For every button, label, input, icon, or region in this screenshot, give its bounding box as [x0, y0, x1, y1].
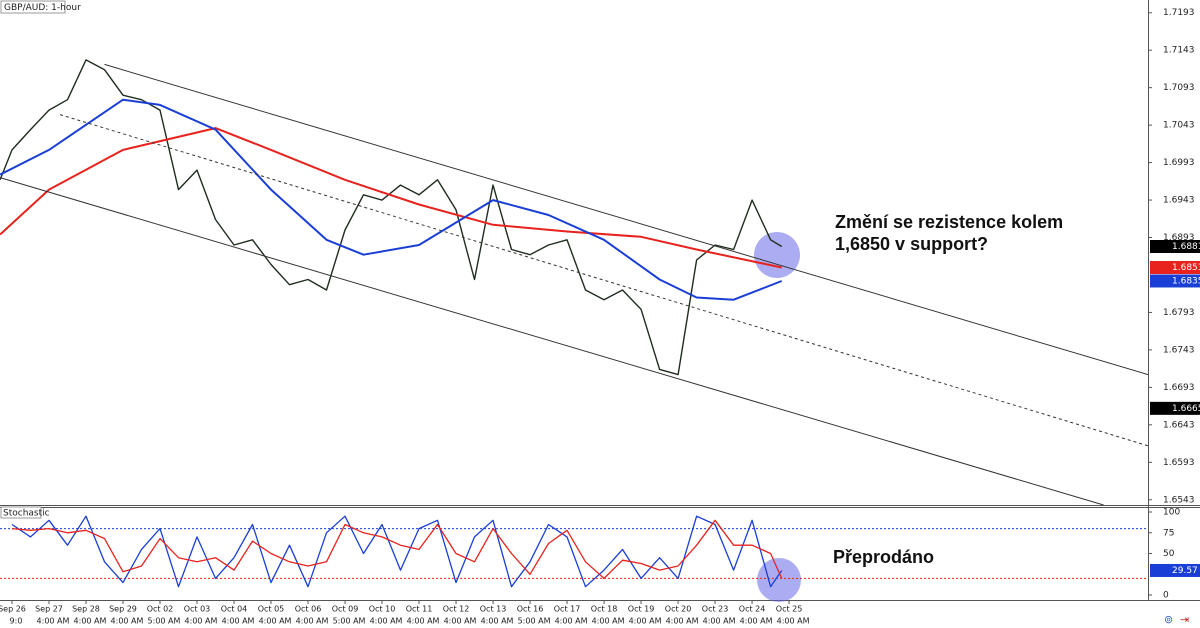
x-tick-time: 5:00 AM [333, 617, 366, 626]
series-line [0, 98, 783, 301]
x-tick-time: 4:00 AM [296, 617, 329, 626]
x-tick-label: Oct 19 [628, 605, 655, 614]
x-tick-time: 4:00 AM [444, 617, 477, 626]
x-tick-time: 4:00 AM [666, 617, 699, 626]
x-tick-label: Oct 10 [369, 605, 396, 614]
x-tick-label: Oct 17 [554, 605, 581, 614]
x-tick-label: Oct 06 [295, 605, 322, 614]
x-tick-label: Oct 02 [147, 605, 174, 614]
y-tick-label: 1.6743 [1163, 345, 1195, 355]
x-tick-label: Oct 11 [406, 605, 433, 614]
x-tick-time: 4:00 AM [222, 617, 255, 626]
x-tick-label: Oct 20 [665, 605, 692, 614]
chart-title: GBP/AUD: 1-hour [4, 3, 81, 13]
x-tick-label: Oct 04 [221, 605, 248, 614]
series-line [104, 63, 1149, 376]
x-tick-time: 4:00 AM [74, 617, 107, 626]
price-tag-label: 29.57 [1172, 566, 1198, 576]
y-tick-label: 1.6643 [1163, 420, 1195, 430]
x-tick-label: Sep 29 [109, 605, 137, 614]
price-tag [1150, 260, 1200, 274]
x-tick-time: 4:00 AM [407, 617, 440, 626]
x-tick-label: Sep 28 [72, 605, 100, 614]
x-tick-time: 4:00 AM [185, 617, 218, 626]
x-tick-label: Oct 18 [591, 605, 618, 614]
y-tick-label: 1.6893 [1163, 233, 1195, 243]
series-line [0, 59, 783, 376]
x-tick-time: 4:00 AM [370, 617, 403, 626]
x-tick-time: 4:00 AM [777, 617, 810, 626]
x-tick-time: 4:00 AM [111, 617, 144, 626]
y-tick-label: 1.6693 [1163, 383, 1195, 393]
x-tick-label: Oct 13 [480, 605, 507, 614]
x-tick-label: Sep 27 [35, 605, 63, 614]
title-box [0, 0, 66, 14]
x-tick-time: 4:00 AM [37, 617, 70, 626]
highlight-circle [757, 558, 801, 602]
x-tick-time: 4:00 AM [592, 617, 625, 626]
y-tick-label: 100 [1163, 508, 1180, 518]
y-tick-label: 1.6943 [1163, 196, 1195, 206]
x-tick-time: 4:00 AM [481, 617, 514, 626]
x-tick-time: 4:00 AM [703, 617, 736, 626]
x-tick-label: Oct 09 [332, 605, 359, 614]
x-tick-label: Oct 05 [258, 605, 285, 614]
y-tick-label: 1.6993 [1163, 158, 1195, 168]
x-tick-time: 9:0 [10, 617, 23, 626]
y-tick-label: 1.6543 [1163, 495, 1195, 505]
y-tick-label: 0 [1163, 591, 1169, 601]
series-line [0, 127, 782, 269]
annotation: 1,6850 v support? [835, 234, 988, 254]
price-tag-label: 1.6853 [1172, 263, 1200, 273]
price-tag [1150, 401, 1200, 415]
series-line [0, 177, 1104, 506]
x-tick-label: Oct 12 [443, 605, 470, 614]
series-line [11, 519, 783, 580]
y-tick-label: 1.7043 [1163, 121, 1195, 131]
x-tick-label: Oct 23 [702, 605, 729, 614]
icon[interactable]: ⊚ [1164, 613, 1173, 626]
y-tick-label: 1.6593 [1163, 458, 1195, 468]
toolbar-icons[interactable]: ⊚ ⇥ [1164, 613, 1189, 626]
series-line [11, 515, 783, 588]
y-tick-label: 50 [1163, 549, 1175, 559]
annotation: Změní se rezistence kolem [835, 212, 1063, 232]
x-tick-time: 4:00 AM [259, 617, 292, 626]
x-tick-label: Oct 24 [739, 605, 766, 614]
price-tag-label: 1.6665 [1172, 404, 1200, 414]
highlight-circle [754, 232, 800, 278]
price-tag [1150, 563, 1200, 577]
x-tick-label: Oct 25 [776, 605, 803, 614]
x-tick-time: 4:00 AM [555, 617, 588, 626]
price-tag-label: 1.6835 [1172, 276, 1200, 286]
x-tick-time: 5:00 AM [518, 617, 551, 626]
annotation: Přeprodáno [833, 547, 934, 567]
x-tick-time: 4:00 AM [740, 617, 773, 626]
y-tick-label: 75 [1163, 528, 1174, 538]
y-tick-label: 1.6793 [1163, 308, 1195, 318]
x-tick-time: 4:00 AM [629, 617, 662, 626]
y-tick-label: 1.7143 [1163, 46, 1195, 56]
y-tick-label: 1.7193 [1163, 8, 1195, 18]
x-tick-label: Sep 26 [0, 605, 26, 614]
icon[interactable]: ⇥ [1180, 613, 1189, 626]
y-tick-label: 1.7093 [1163, 83, 1195, 93]
x-tick-time: 5:00 AM [148, 617, 181, 626]
x-tick-label: Oct 16 [517, 605, 544, 614]
price-tag [1150, 240, 1200, 254]
panel-title-box [0, 506, 42, 519]
panel-title: Stochastic [3, 509, 50, 519]
price-tag [1150, 274, 1200, 288]
x-tick-label: Oct 03 [184, 605, 211, 614]
